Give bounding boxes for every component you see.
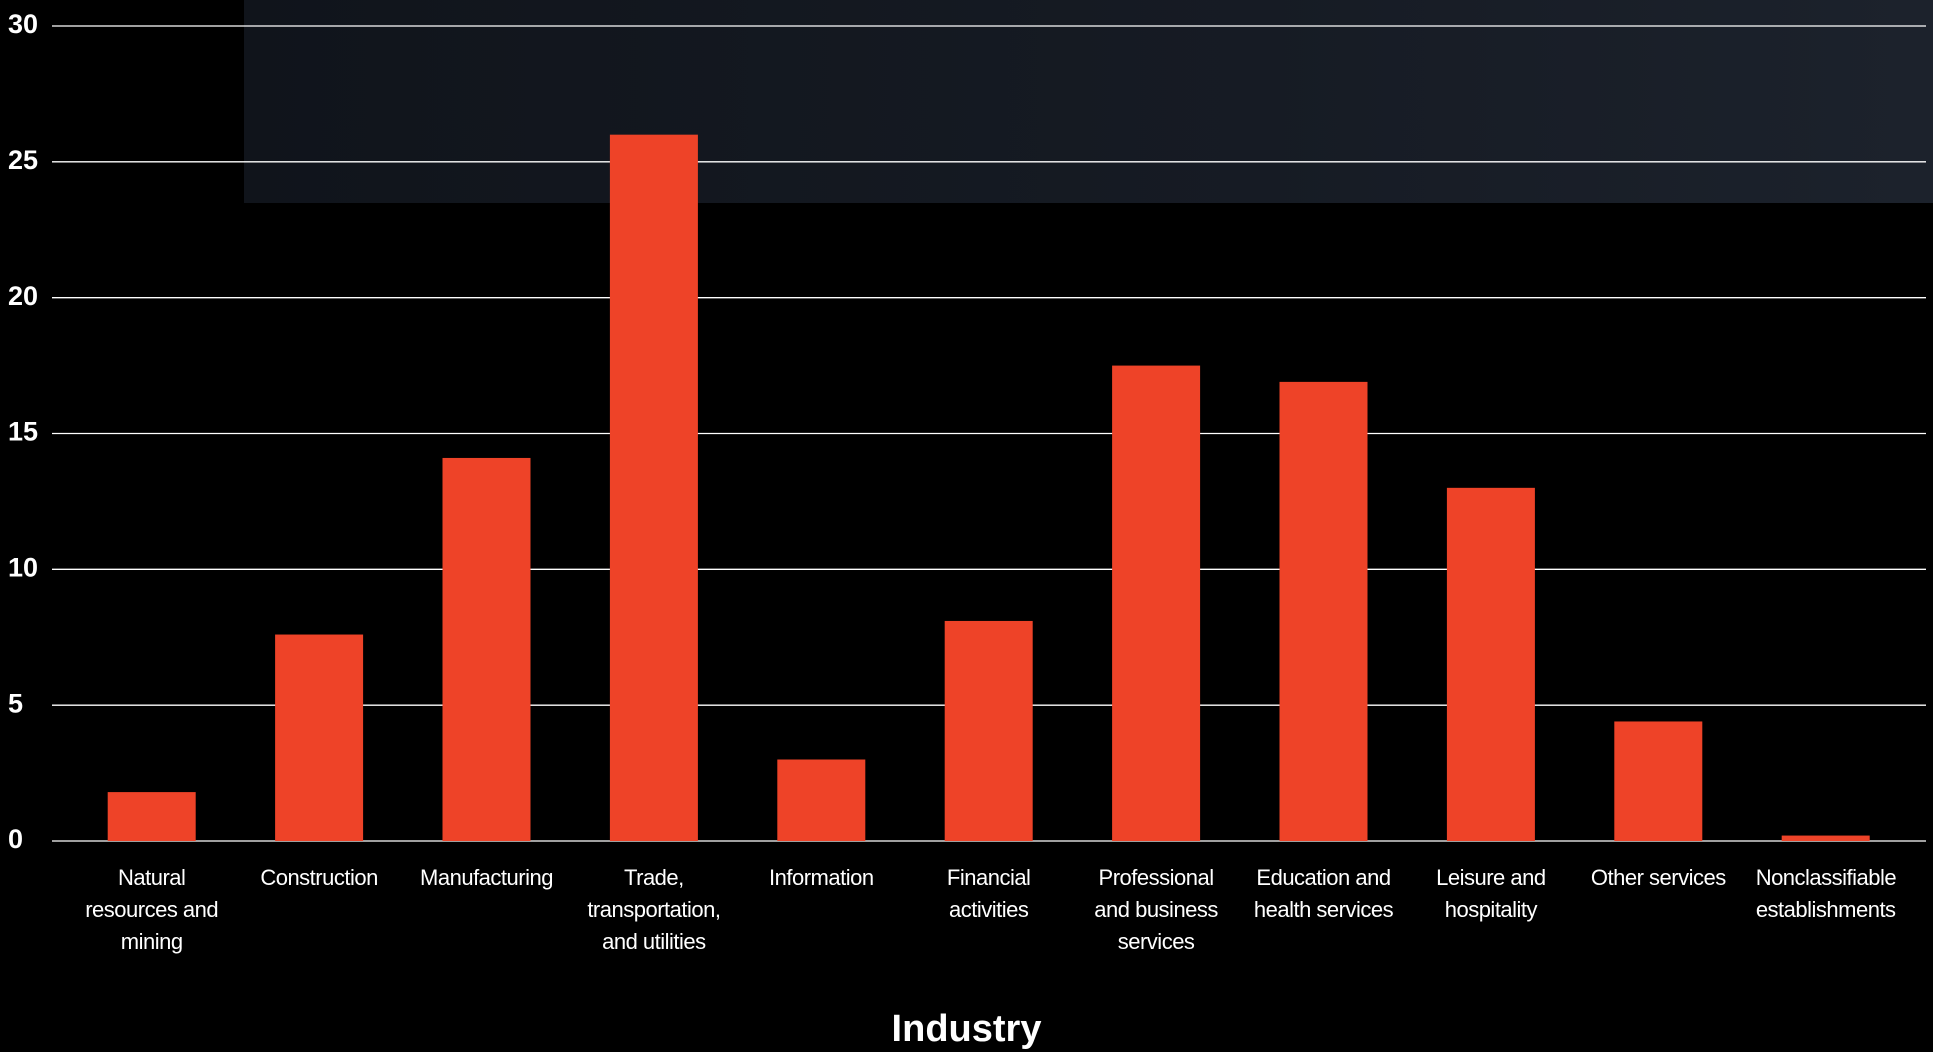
- bar: [944, 620, 1033, 841]
- y-tick-label: 5: [8, 688, 23, 718]
- y-tick-label: 15: [8, 417, 38, 447]
- bar: [1279, 381, 1368, 841]
- x-tick-label: Professional and business services: [1094, 865, 1218, 954]
- bar: [777, 759, 866, 841]
- y-tick-label: 30: [8, 9, 38, 39]
- x-tick-label: Financial activities: [946, 865, 1031, 922]
- bar: [442, 457, 531, 841]
- x-axis-title: Industry: [891, 1008, 1042, 1050]
- y-tick-label: 20: [8, 281, 38, 311]
- x-tick-label: Leisure and hospitality: [1436, 865, 1546, 922]
- x-tick-label: Manufacturing: [420, 865, 553, 890]
- bar: [275, 634, 364, 841]
- x-tick-label: Education and health services: [1253, 865, 1394, 922]
- bar: [107, 792, 196, 841]
- bar: [1781, 835, 1870, 841]
- x-tick-label: Nonclassifiable establishments: [1755, 865, 1897, 922]
- y-tick-label: 25: [8, 145, 38, 175]
- x-tick-label: Construction: [260, 865, 378, 890]
- bar: [609, 134, 698, 841]
- x-tick-label: Natural resources and mining: [85, 865, 219, 954]
- bar: [1614, 721, 1703, 841]
- background-photo: [244, 0, 1933, 203]
- x-tick-label: Trade, transportation, and utilities: [587, 865, 721, 954]
- y-tick-label: 0: [8, 824, 23, 854]
- bar: [1446, 487, 1535, 841]
- x-tick-label: Other services: [1590, 865, 1726, 890]
- bar: [1112, 365, 1201, 841]
- x-tick-label: Information: [769, 865, 874, 890]
- y-tick-label: 10: [8, 552, 38, 582]
